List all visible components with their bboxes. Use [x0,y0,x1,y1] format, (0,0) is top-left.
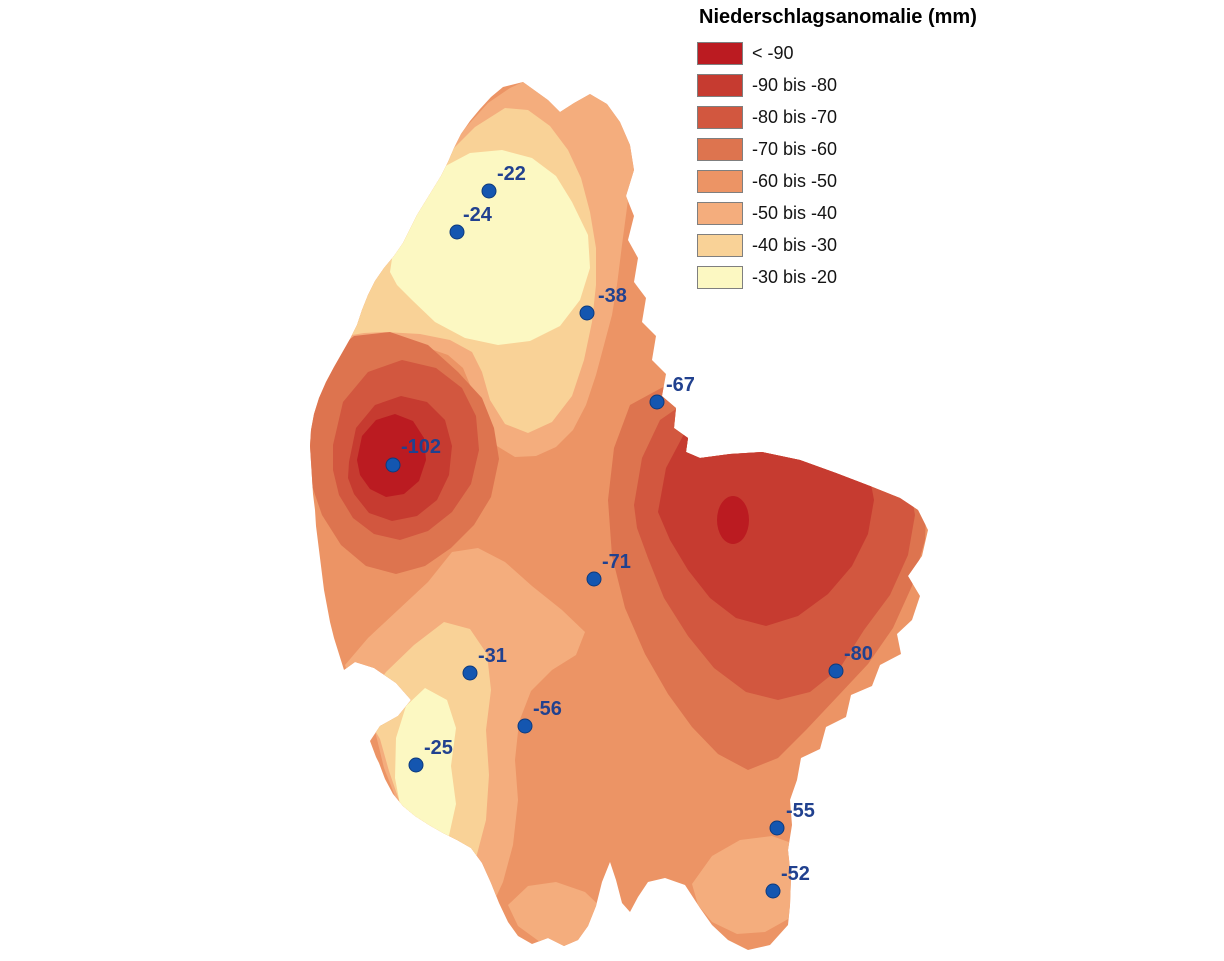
station: -102 [385,436,441,473]
station-value: -38 [598,285,627,307]
legend-label: -30 bis -20 [752,266,838,287]
legend-row: -90 bis -80 [697,73,1027,97]
legend-swatch [697,137,743,161]
station-dot [449,224,465,240]
station-dot [828,663,844,679]
station: -80 [828,643,873,679]
legend-swatch [697,201,743,225]
legend-row: -50 bis -40 [697,201,1027,225]
legend-row: -30 bis -20 [697,265,1027,289]
station-dot [385,457,401,473]
legend-label: -80 bis -70 [752,106,838,127]
station: -67 [649,374,695,410]
legend: Niederschlagsanomalie (mm) < -90 -90 bis… [697,6,1027,298]
station-value: -25 [424,737,453,759]
legend-label: -90 bis -80 [752,74,838,95]
station-dot [765,883,781,899]
station-value: -80 [844,643,873,665]
station-value: -71 [602,551,631,573]
station-dot [579,305,595,321]
station-value: -31 [478,645,507,667]
station-dot [649,394,665,410]
stations: -22 -24 -38 -67 -102 -71 [385,163,873,899]
station-dot [462,665,478,681]
legend-row: < -90 [697,41,1027,65]
station-value: -52 [781,863,810,885]
station: -52 [765,863,810,899]
legend-title: Niederschlagsanomalie (mm) [699,6,977,28]
legend-swatch [697,105,743,129]
legend-row: -40 bis -30 [697,233,1027,257]
station-value: -24 [463,204,493,226]
station: -22 [481,163,526,199]
station: -24 [449,204,493,240]
band-bottom-tip-50-40 [508,882,606,948]
station: -31 [462,645,507,681]
station-dot [769,820,785,836]
band-southeast-pocket-50-40 [692,836,808,934]
legend-swatch [697,41,743,65]
station: -71 [586,551,631,587]
legend-row: -70 bis -60 [697,137,1027,161]
station-dot [481,183,497,199]
station-dot [517,718,533,734]
band-west-core-lt-90 [357,414,426,497]
legend-row: -80 bis -70 [697,105,1027,129]
station-value: -102 [401,436,441,458]
station-dot [586,571,602,587]
station-value: -67 [666,374,695,396]
station: -55 [769,800,815,836]
legend-label: -50 bis -40 [752,202,838,223]
station-value: -56 [533,698,562,720]
legend-label: < -90 [752,42,794,63]
legend-label: -70 bis -60 [752,138,838,159]
station-value: -55 [786,800,815,822]
station: -25 [408,737,453,773]
legend-row: -60 bis -50 [697,169,1027,193]
band-north-30-20 [390,150,590,345]
legend-swatch [697,73,743,97]
legend-label: -60 bis -50 [752,170,838,191]
station-dot [408,757,424,773]
legend-swatch [697,265,743,289]
legend-swatch [697,233,743,257]
station: -56 [517,698,562,734]
band-east-core-lt-90 [717,496,749,544]
station: -38 [579,285,627,321]
legend-swatch [697,169,743,193]
band-southwest-30-20 [395,688,456,863]
station-value: -22 [497,163,526,185]
legend-label: -40 bis -30 [752,234,838,255]
